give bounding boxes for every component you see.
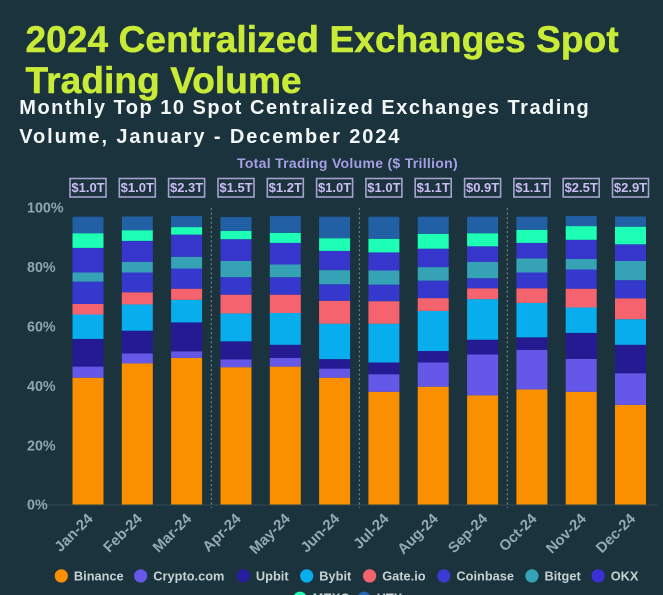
svg-text:$1.0T: $1.0T — [121, 180, 154, 195]
svg-text:Gate.io: Gate.io — [382, 568, 426, 583]
svg-text:Feb-24: Feb-24 — [101, 510, 147, 556]
svg-text:Bybit: Bybit — [319, 568, 352, 583]
svg-text:60%: 60% — [27, 320, 56, 336]
svg-text:Apr-24: Apr-24 — [200, 510, 245, 555]
svg-text:$1.5T: $1.5T — [219, 180, 252, 195]
svg-text:20%: 20% — [27, 438, 56, 454]
svg-text:Oct-24: Oct-24 — [497, 510, 541, 554]
svg-text:100%: 100% — [27, 201, 64, 217]
svg-text:OKX: OKX — [611, 568, 639, 583]
svg-text:Crypto.com: Crypto.com — [153, 568, 224, 583]
svg-text:Jan-24: Jan-24 — [52, 510, 97, 555]
svg-text:$0.9T: $0.9T — [466, 180, 499, 195]
svg-text:0%: 0% — [27, 498, 48, 514]
svg-text:Jun-24: Jun-24 — [298, 510, 344, 556]
svg-text:Sep-24: Sep-24 — [445, 510, 491, 556]
svg-text:$2.5T: $2.5T — [565, 180, 598, 195]
svg-text:May-24: May-24 — [247, 510, 294, 557]
svg-text:$1.0T: $1.0T — [367, 180, 400, 195]
svg-text:$1.1T: $1.1T — [417, 180, 450, 195]
svg-text:MEXC: MEXC — [313, 591, 350, 595]
svg-text:Coinbase: Coinbase — [456, 568, 514, 583]
svg-text:Jul-24: Jul-24 — [351, 510, 393, 552]
svg-text:Mar-24: Mar-24 — [150, 510, 196, 556]
svg-text:Binance: Binance — [74, 568, 124, 583]
svg-text:$1.0T: $1.0T — [318, 180, 351, 195]
svg-text:$2.9T: $2.9T — [614, 180, 647, 195]
svg-text:80%: 80% — [27, 260, 56, 276]
svg-text:$2.3T: $2.3T — [170, 180, 203, 195]
svg-text:Nov-24: Nov-24 — [544, 510, 591, 557]
svg-text:$1.0T: $1.0T — [71, 180, 104, 195]
svg-text:$1.1T: $1.1T — [515, 180, 548, 195]
svg-text:40%: 40% — [27, 379, 56, 395]
svg-text:HTX: HTX — [377, 591, 403, 595]
svg-text:Bitget: Bitget — [545, 568, 582, 583]
svg-text:$1.2T: $1.2T — [269, 180, 302, 195]
svg-text:Upbit: Upbit — [256, 568, 289, 583]
svg-text:Aug-24: Aug-24 — [395, 510, 442, 557]
svg-text:Dec-24: Dec-24 — [593, 510, 639, 556]
